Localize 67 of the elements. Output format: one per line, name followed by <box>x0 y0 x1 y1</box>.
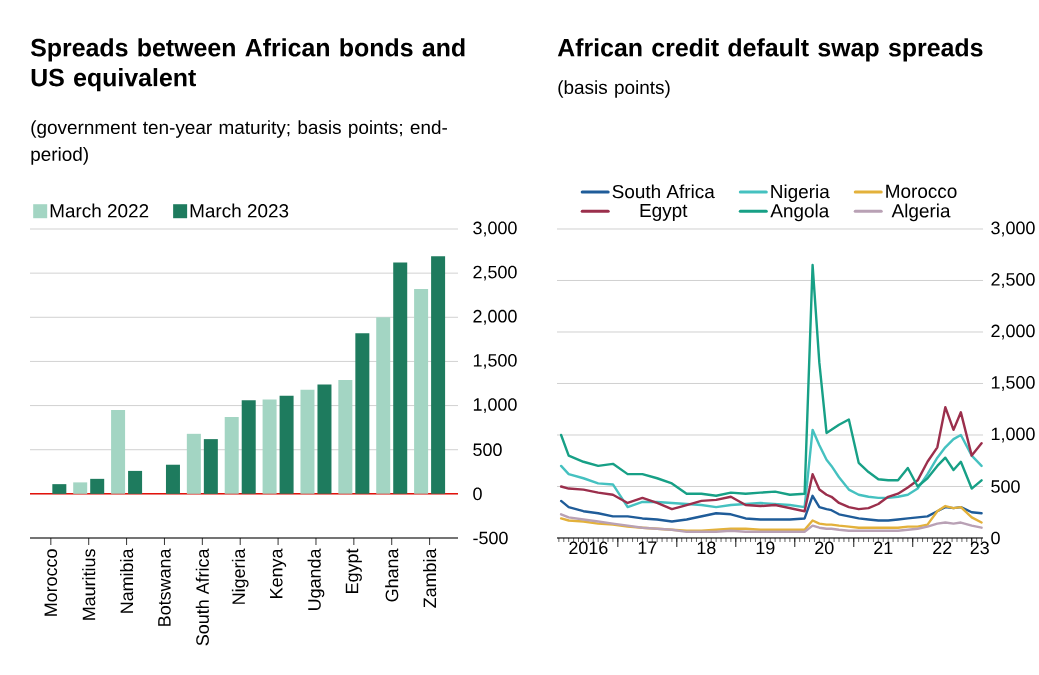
x-tick-label: Morocco <box>44 549 58 616</box>
bar <box>241 400 256 494</box>
x-tick-label: Mauritius <box>82 549 96 620</box>
y-tick-label: 1,000 <box>473 398 517 413</box>
chart-subtitle: (government ten-year maturity; basis points; end-period) <box>31 120 447 165</box>
x-tick-label: Namibia <box>119 548 134 613</box>
bar <box>338 379 353 494</box>
x-tick-label: 20 <box>815 541 834 555</box>
y-tick-label: 500 <box>473 443 502 457</box>
legend-label: March 2023 <box>190 203 289 218</box>
bar <box>376 317 391 494</box>
y-tick-label: -500 <box>473 531 508 545</box>
bar <box>300 389 315 494</box>
legend-label: Nigeria <box>771 184 830 203</box>
line-series <box>559 263 983 497</box>
bar <box>317 384 332 494</box>
x-tick-label: Kenya <box>270 548 287 598</box>
chart-title: Spreads between African bonds and US equivalent <box>30 38 465 92</box>
y-tick-label: 2,000 <box>473 309 517 325</box>
bar <box>355 333 370 494</box>
x-tick-label: Zambia <box>423 548 437 608</box>
x-tick-label: Ghana <box>385 548 399 602</box>
bar <box>414 289 429 494</box>
bar <box>73 482 88 494</box>
y-tick-label: 2,500 <box>991 273 1035 288</box>
bar <box>203 439 218 494</box>
y-tick-label: 3,000 <box>473 221 517 237</box>
y-tick-label: 1,500 <box>473 354 517 369</box>
bar <box>393 262 408 494</box>
chart-subtitle: (basis points) <box>558 80 670 98</box>
bar <box>165 464 180 494</box>
y-tick-label: 0 <box>991 531 1000 545</box>
x-tick-label: 2016 <box>569 541 608 555</box>
x-tick-label: 22 <box>933 541 952 555</box>
y-tick-label: 1,000 <box>991 427 1035 443</box>
x-tick-label: 23 <box>970 541 989 555</box>
bar <box>262 399 277 494</box>
bar <box>186 433 201 494</box>
y-tick-label: 2,000 <box>991 324 1035 340</box>
bar <box>279 395 294 494</box>
legend-label: Angola <box>770 203 830 222</box>
y-tick-label: 0 <box>473 487 482 501</box>
y-tick-label: 500 <box>991 480 1020 493</box>
bar <box>224 417 239 494</box>
bar <box>128 470 143 494</box>
chart-title: African credit default swap spreads <box>557 38 983 62</box>
legend-label: Egypt <box>640 203 688 221</box>
legend-label: South Africa <box>612 184 715 199</box>
bar <box>90 478 105 494</box>
bar <box>431 256 446 494</box>
x-tick-label: 21 <box>874 541 893 555</box>
x-tick-label: Botswana <box>158 548 171 626</box>
x-tick-label: 19 <box>756 541 775 555</box>
y-tick-label: 3,000 <box>991 221 1035 237</box>
x-tick-label: South Africa <box>195 548 209 646</box>
x-tick-label: 18 <box>697 541 716 555</box>
y-tick-label: 1,500 <box>991 376 1035 391</box>
legend-label: Morocco <box>886 184 957 198</box>
bar <box>111 409 126 494</box>
legend-label: Algeria <box>891 203 951 222</box>
x-tick-label: Uganda <box>307 548 325 610</box>
x-tick-label: 17 <box>638 541 657 554</box>
x-tick-label: Nigeria <box>231 548 249 604</box>
x-tick-label: Egypt <box>345 548 362 593</box>
bar <box>52 484 67 494</box>
legend-label: March 2022 <box>50 203 149 218</box>
y-tick-label: 2,500 <box>473 265 517 281</box>
